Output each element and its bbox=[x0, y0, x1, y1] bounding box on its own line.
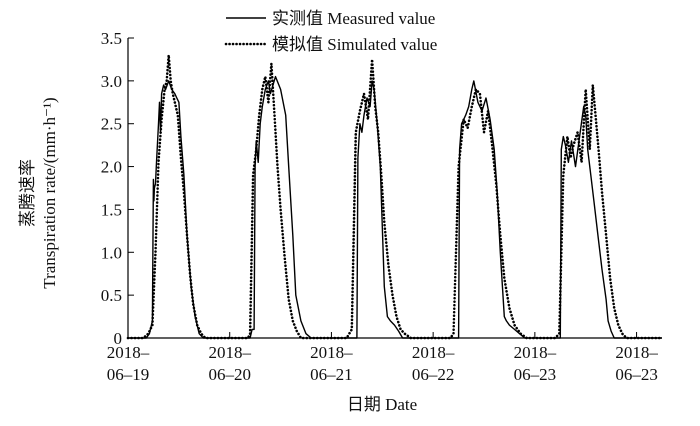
y-axis-title-cn: 蒸腾速率 bbox=[18, 159, 37, 227]
x-tick-label-date: 06–23 bbox=[514, 365, 557, 384]
y-tick-label: 1.0 bbox=[101, 243, 122, 262]
y-tick-label: 3.5 bbox=[101, 29, 122, 48]
legend: 实测值 Measured value 模拟值 Simulated value bbox=[224, 9, 437, 54]
y-tick-label: 1.5 bbox=[101, 200, 122, 219]
x-tick-label-year: 2018– bbox=[514, 343, 557, 362]
x-axis-title: 日期 Date bbox=[347, 395, 417, 414]
x-tick-label-date: 06–20 bbox=[208, 365, 251, 384]
x-tick-label-year: 2018– bbox=[615, 343, 658, 362]
y-tick-label: 3.0 bbox=[101, 72, 122, 91]
x-tick-label-year: 2018– bbox=[310, 343, 353, 362]
x-tick-label-date: 06–19 bbox=[107, 365, 150, 384]
x-tick-label-date: 06–23 bbox=[615, 365, 658, 384]
y-tick-label: 2.0 bbox=[101, 158, 122, 177]
series-measured-line bbox=[128, 75, 662, 339]
y-tick-label: 2.5 bbox=[101, 115, 122, 134]
x-tick-label-date: 06–22 bbox=[412, 365, 455, 384]
x-tick-label-year: 2018– bbox=[208, 343, 251, 362]
legend-measured-label: 实测值 Measured value bbox=[272, 9, 435, 28]
y-axis-ticks: 0 0.5 1.0 1.5 2.0 2.5 3.0 3.5 bbox=[101, 29, 134, 348]
y-tick-label: 0.5 bbox=[101, 286, 122, 305]
x-axis-ticks: 2018– 06–19 2018– 06–20 2018– 06–21 2018– 06–22… bbox=[107, 332, 658, 384]
y-tick-label: 0 bbox=[114, 329, 123, 348]
x-tick-label-year: 2018– bbox=[412, 343, 455, 362]
x-tick-label-date: 06–21 bbox=[310, 365, 353, 384]
x-tick-label-year: 2018– bbox=[107, 343, 150, 362]
series-lines bbox=[126, 53, 664, 340]
y-axis-title-en: Transpiration rate/(mm·h⁻¹) bbox=[40, 97, 59, 288]
axes-frame bbox=[127, 38, 662, 339]
series-simulated-line bbox=[126, 53, 664, 340]
legend-simulated-label: 模拟值 Simulated value bbox=[272, 35, 437, 54]
